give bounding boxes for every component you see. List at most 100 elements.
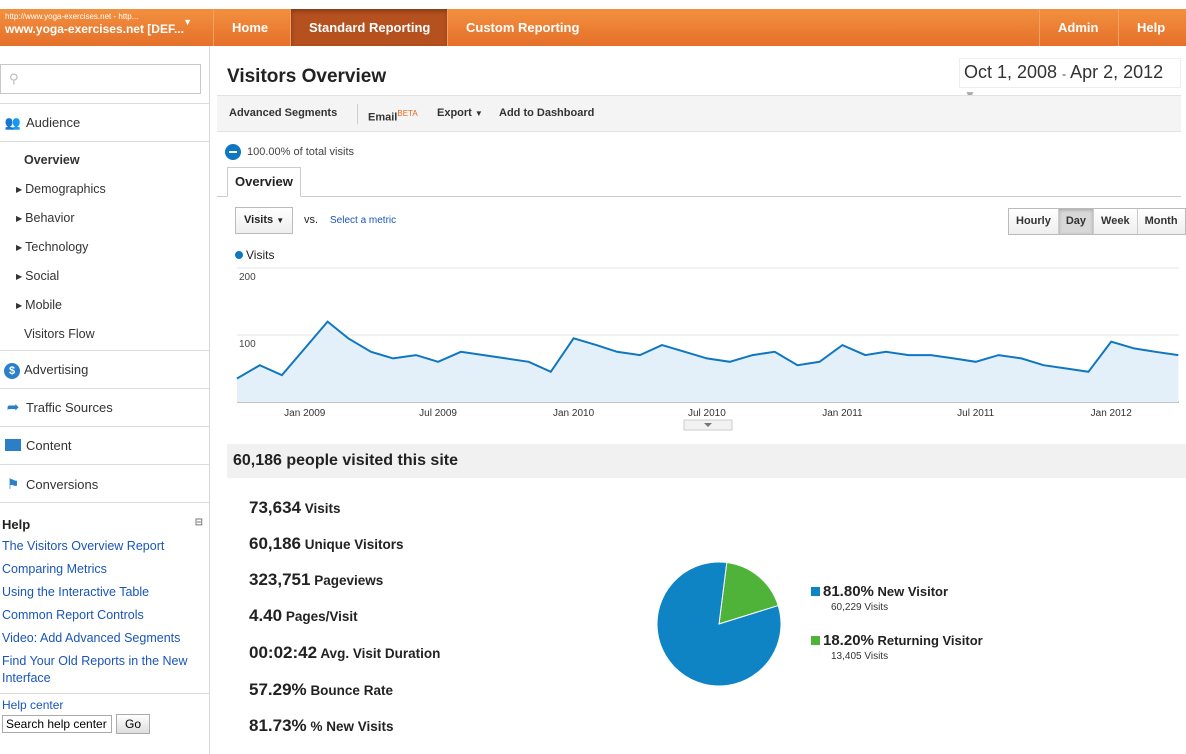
top-nav-bar: http://www.yoga-exercises.net - http... … [0, 0, 1186, 72]
date-range-picker[interactable]: Oct 1, 2008 - Apr 2, 2012 ▼ [959, 58, 1181, 102]
day-button[interactable]: Day [1057, 209, 1094, 234]
collapse-icon[interactable]: ⊟ [194, 517, 203, 528]
sidebar-item-label: Behavior [25, 211, 75, 225]
tab-overview[interactable]: Overview [227, 167, 301, 197]
help-search-input[interactable] [2, 715, 112, 733]
metric-bounce-rate[interactable]: 57.29% Bounce Rate [249, 680, 393, 700]
metric-unique-visitors[interactable]: 60,186 Unique Visitors [249, 534, 404, 554]
y-tick-label: 200 [239, 272, 256, 283]
sidebar-item-demographics[interactable]: ▶ Demographics [0, 175, 209, 204]
nav-home[interactable]: Home [213, 9, 286, 46]
nav-custom-reporting[interactable]: Custom Reporting [447, 9, 597, 46]
sidebar-item-social[interactable]: ▶ Social [0, 262, 209, 291]
help-link[interactable]: Comparing Metrics [2, 562, 107, 576]
hourly-button[interactable]: Hourly [1009, 209, 1058, 234]
sidebar-item-label: Mobile [25, 298, 62, 312]
help-title: Help [2, 517, 31, 532]
x-tick-label: Jan 2012 [1091, 408, 1133, 419]
sidebar-item-mobile[interactable]: ▶ Mobile [0, 291, 209, 320]
date-end: Apr 2, 2012 [1070, 62, 1164, 82]
help-link[interactable]: Video: Add Advanced Segments [2, 631, 181, 645]
series-area [237, 321, 1179, 402]
email-button[interactable]: EmailBETA [368, 96, 418, 131]
sidebar-section-conversions[interactable]: ⚑ Conversions [0, 465, 209, 503]
sidebar-section-label: Traffic Sources [26, 400, 113, 415]
legend-dot [235, 251, 243, 259]
metric-dropdown[interactable]: Visits ▼ [235, 207, 294, 234]
nav-standard-reporting[interactable]: Standard Reporting [290, 9, 449, 46]
chevron-down-icon [704, 423, 712, 427]
help-link[interactable]: Using the Interactive Table [2, 585, 150, 599]
help-center-link[interactable]: Help center [2, 698, 64, 712]
chart-legend: Visits [235, 248, 274, 262]
x-tick-label: Jan 2010 [553, 408, 595, 419]
metric-label: Bounce Rate [310, 683, 393, 698]
metric-visits[interactable]: 73,634 Visits [249, 498, 341, 518]
help-link[interactable]: The Visitors Overview Report [2, 539, 165, 553]
chevron-down-icon: ▼ [276, 216, 285, 225]
sidebar-section-advertising[interactable]: $ Advertising [0, 351, 209, 389]
nav-help[interactable]: Help ↗ [1118, 9, 1186, 72]
metric-pageviews[interactable]: 323,751 Pageviews [249, 570, 383, 590]
month-button[interactable]: Month [1136, 209, 1185, 234]
go-button[interactable]: Go [116, 714, 151, 734]
profile-selector[interactable]: http://www.yoga-exercises.net - http... … [0, 9, 210, 46]
export-button[interactable]: Export ▼ [437, 96, 483, 131]
segment-indicator[interactable]: 100.00% of total visits [225, 144, 354, 160]
email-label: Email [368, 111, 398, 124]
metric-value: 81.73% [249, 716, 307, 735]
sidebar-search-input[interactable]: ⚲ [0, 64, 201, 94]
report-toolbar: Advanced Segments EmailBETA Export ▼ Add… [217, 95, 1181, 132]
sidebar-section-audience[interactable]: 👥 Audience [0, 104, 209, 142]
granularity-toggle: Hourly Day Week Month [1008, 208, 1186, 235]
date-separator: - [1062, 67, 1067, 81]
pie-slice-returning-visitor[interactable] [718, 561, 779, 625]
sidebar: ⚲ 👥 Audience Overview ▶ Demographics ▶ Beha… [0, 46, 210, 754]
beta-badge: BETA [397, 109, 418, 118]
metric-value: 57.29% [249, 680, 307, 699]
metric-value: 00:02:42 [249, 643, 318, 662]
legend-swatch [811, 636, 820, 645]
metric-value: 60,186 [249, 534, 301, 553]
select-metric-link[interactable]: Select a metric [330, 215, 397, 226]
sidebar-item-label: Demographics [25, 182, 106, 196]
external-link-icon: ↗ [1137, 61, 1146, 72]
segment-text: 100.00% of total visits [247, 145, 355, 158]
metric-avg-visit-duration[interactable]: 00:02:42 Avg. Visit Duration [249, 643, 440, 663]
sidebar-search-area: ⚲ [0, 46, 209, 104]
expand-arrow-icon: ▶ [16, 301, 23, 310]
sidebar-item-behavior[interactable]: ▶ Behavior [0, 204, 209, 233]
visitor-type-pie-chart[interactable] [654, 559, 784, 689]
metric-label: Avg. Visit Duration [320, 646, 441, 661]
sidebar-section-content[interactable]: Content [0, 427, 209, 465]
pie-label: New Visitor [877, 584, 949, 599]
help-center: Help center Go [0, 693, 209, 738]
metric-label: Unique Visitors [304, 537, 404, 552]
advanced-segments-button[interactable]: Advanced Segments [229, 107, 338, 119]
sidebar-item-visitors-flow[interactable]: Visitors Flow [0, 320, 209, 351]
metric-new-visits[interactable]: 81.73% % New Visits [249, 716, 393, 736]
series-line-visits [236, 320, 1179, 380]
metric-label: Visits [304, 501, 341, 516]
visits-line-chart[interactable]: 200 100 Jan 2009 Jul 2009 Jan 2010 Jul 2010 Ja… [211, 264, 1186, 434]
expand-arrow-icon: ▶ [16, 243, 23, 252]
help-link[interactable]: Common Report Controls [2, 608, 144, 622]
search-icon: ⚲ [9, 71, 19, 86]
pie-slice-new-visitor[interactable] [656, 561, 782, 687]
expand-arrow-icon: ▶ [16, 272, 23, 281]
help-link[interactable]: Find Your Old Reports in the New Interfa… [2, 654, 188, 685]
nav-admin[interactable]: Admin [1039, 9, 1116, 46]
sidebar-section-traffic-sources[interactable]: ➦ Traffic Sources [0, 389, 209, 427]
week-button[interactable]: Week [1093, 209, 1137, 234]
metric-pages-per-visit[interactable]: 4.40 Pages/Visit [249, 606, 358, 626]
legend-swatch [811, 587, 820, 596]
date-start: Oct 1, 2008 [964, 62, 1058, 82]
sidebar-section-label: Conversions [26, 477, 99, 492]
pie-visits: 13,405 Visits [831, 651, 889, 662]
metric-value: 73,634 [249, 498, 301, 517]
metric-label: Visits [244, 214, 274, 226]
add-to-dashboard-button[interactable]: Add to Dashboard [499, 107, 595, 119]
sidebar-item-overview[interactable]: Overview [24, 153, 80, 167]
metric-value: 323,751 [249, 570, 311, 589]
sidebar-item-technology[interactable]: ▶ Technology [0, 233, 209, 262]
